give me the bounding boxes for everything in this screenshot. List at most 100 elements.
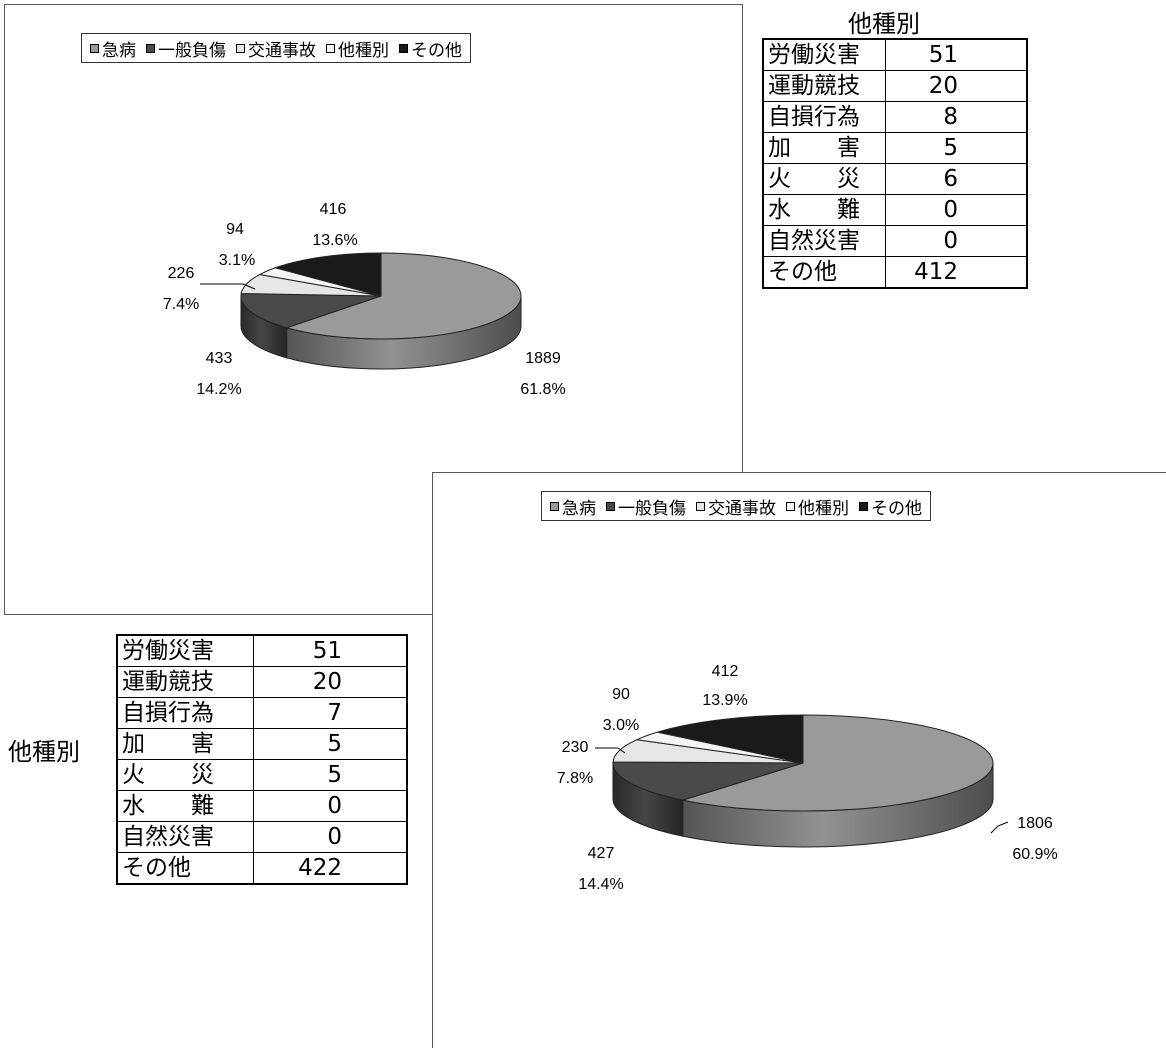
slice-value-label: 230 <box>562 739 589 756</box>
pie-chart: 1889 61.8% 433 14.2% 226 7.4% 94 3.1% 416 13.6% <box>163 201 566 398</box>
row-value: 51 <box>253 634 408 667</box>
legend-entry: 急病 <box>550 494 596 519</box>
row-value: 51 <box>884 38 1028 71</box>
pie-slice <box>612 761 804 801</box>
legend-label: 急病 <box>562 498 596 519</box>
legend-entry: 交通事故 <box>236 36 316 61</box>
legend-swatch <box>326 43 335 53</box>
legend-entry: 一般負傷 <box>146 36 226 61</box>
chart-legend: 急病 一般負傷 交通事故 他種別 その他 <box>541 491 931 521</box>
slice-percent-label: 13.6% <box>312 232 357 249</box>
slice-value-label: 416 <box>320 201 347 218</box>
leader-line <box>990 821 1009 834</box>
pie-slice <box>612 739 804 764</box>
row-label: 自損行為 <box>116 697 255 729</box>
table-row: 自然災害 0 <box>762 225 1028 257</box>
legend-label: その他 <box>871 498 922 519</box>
legend-label: 他種別 <box>338 40 389 61</box>
slice-percent-label: 13.9% <box>702 692 747 709</box>
leader-line <box>595 747 626 754</box>
table-row: 運動競技 20 <box>762 70 1028 102</box>
slice-value-label: 1889 <box>525 350 561 367</box>
legend-label: 他種別 <box>798 498 849 519</box>
slice-percent-label: 14.4% <box>578 876 623 893</box>
legend-entry: その他 <box>859 494 922 519</box>
row-value: 20 <box>253 666 408 698</box>
legend-label: 一般負傷 <box>618 498 686 519</box>
pie-slice <box>657 714 804 764</box>
row-label: 火 災 <box>116 759 255 791</box>
legend-swatch <box>786 501 795 511</box>
pie-slice <box>240 292 382 329</box>
row-value: 8 <box>884 101 1028 133</box>
row-value: 0 <box>884 194 1028 226</box>
table-row: その他 422 <box>116 852 408 885</box>
legend-label: 交通事故 <box>708 498 776 519</box>
legend-entry: 急病 <box>90 36 136 61</box>
row-label: その他 <box>116 852 255 885</box>
slice-value-label: 412 <box>712 663 739 680</box>
table-row: 労働災害 51 <box>762 38 1028 71</box>
table-row: 自損行為 7 <box>116 697 408 729</box>
slice-value-label: 90 <box>612 686 630 703</box>
legend-swatch <box>236 43 245 53</box>
legend-label: その他 <box>411 40 462 61</box>
legend-label: 交通事故 <box>248 40 316 61</box>
row-label: 自然災害 <box>116 821 255 853</box>
legend-swatch <box>606 501 615 511</box>
legend-swatch <box>859 501 868 511</box>
pie-chart: 1806 60.9% 427 14.4% 230 7.8% 90 3.0% 412 13.9% <box>557 663 1058 893</box>
table-row: 自損行為 8 <box>762 101 1028 133</box>
row-value: 5 <box>884 132 1028 164</box>
legend-entry: 他種別 <box>326 36 389 61</box>
row-label: 自然災害 <box>762 225 886 257</box>
row-value: 5 <box>253 759 408 791</box>
slice-value-label: 433 <box>206 350 233 367</box>
chart-panel-bottom: 急病 一般負傷 交通事故 他種別 その他 1806 60.9% 427 14.4% 230 7.8… <box>432 472 1166 1048</box>
chart-legend: 急病 一般負傷 交通事故 他種別 その他 <box>81 33 471 63</box>
row-value: 0 <box>253 821 408 853</box>
table-title: 他種別 <box>8 738 80 766</box>
row-label: 運動競技 <box>116 666 255 698</box>
row-value: 6 <box>884 163 1028 195</box>
slice-value-label: 94 <box>226 221 244 238</box>
slice-value-label: 1806 <box>1017 815 1053 832</box>
chart-panel-top: 急病 一般負傷 交通事故 他種別 その他 1889 61.8% 433 14.2% 226 7.4… <box>4 4 743 615</box>
slice-percent-label: 60.9% <box>1012 846 1057 863</box>
row-label: 水 難 <box>762 194 886 226</box>
legend-label: 急病 <box>102 40 136 61</box>
legend-entry: 一般負傷 <box>606 494 686 519</box>
pie-slice <box>273 252 382 297</box>
row-value: 5 <box>253 728 408 760</box>
pie-slice <box>682 714 994 812</box>
row-label: 水 難 <box>116 790 255 822</box>
legend-entry: その他 <box>399 36 462 61</box>
row-label: 労働災害 <box>116 634 255 667</box>
row-label: 自損行為 <box>762 101 886 133</box>
table-row: 運動競技 20 <box>116 666 408 698</box>
legend-entry: 他種別 <box>786 494 849 519</box>
slice-value-label: 226 <box>168 265 195 282</box>
legend-swatch <box>399 43 408 53</box>
row-label: 加 害 <box>762 132 886 164</box>
row-label: 火 災 <box>762 163 886 195</box>
slice-value-label: 427 <box>588 845 615 862</box>
row-value: 0 <box>884 225 1028 257</box>
legend-swatch <box>696 501 705 511</box>
slice-percent-label: 14.2% <box>196 381 241 398</box>
slice-percent-label: 61.8% <box>520 381 565 398</box>
legend-label: 一般負傷 <box>158 40 226 61</box>
row-label: 労働災害 <box>762 38 886 71</box>
slice-percent-label: 3.1% <box>219 252 255 269</box>
row-value: 422 <box>253 852 408 885</box>
pie-slice <box>284 252 522 340</box>
row-value: 20 <box>884 70 1028 102</box>
